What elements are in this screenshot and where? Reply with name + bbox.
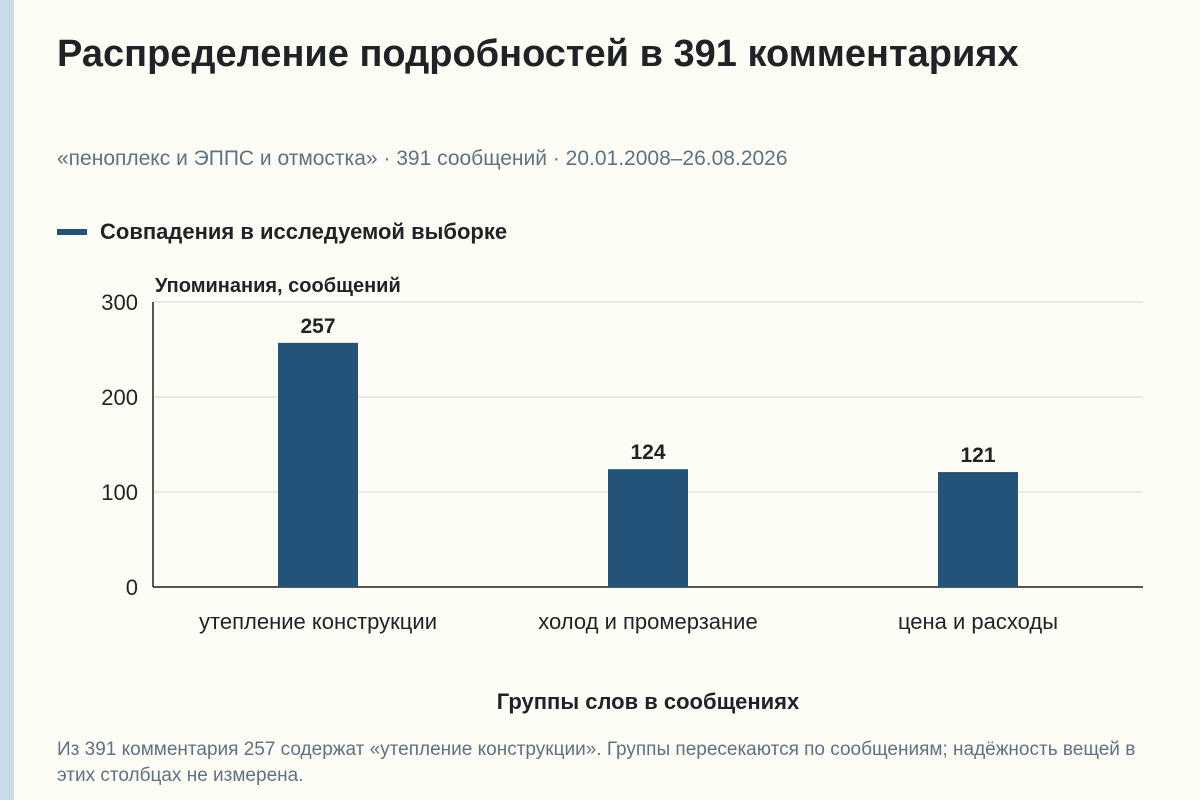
footnote: Из 391 комментария 257 содержат «утеплен… [57,739,1136,786]
legend-label: Совпадения в исследуемой выборке [100,219,508,244]
left-accent-stripe [0,0,14,800]
bar [278,342,358,587]
chart-subtitle: «пеноплекс и ЭППС и отмостка» · 391 сооб… [57,147,788,170]
x-axis-label: Группы слов в сообщениях [497,689,800,714]
legend-swatch [57,229,87,235]
y-axis-label: Упоминания, сообщений [155,275,401,297]
chart-title: Распределение подробностей в 391 коммент… [57,33,1019,75]
x-tick-label: холод и промерзание [538,609,757,634]
bar [938,472,1018,587]
bar [608,469,688,587]
y-tick-label: 100 [101,480,138,505]
x-tick-label: утепление конструкции [199,609,437,634]
legend: Совпадения в исследуемой выборке [57,219,507,245]
bar-value-label: 121 [960,444,995,467]
y-tick-label: 200 [101,385,138,410]
bar-value-label: 257 [300,315,335,338]
y-tick-label: 300 [101,290,138,315]
x-tick-label: цена и расходы [898,609,1058,634]
bar-value-label: 124 [630,441,665,464]
y-tick-label: 0 [126,575,138,600]
